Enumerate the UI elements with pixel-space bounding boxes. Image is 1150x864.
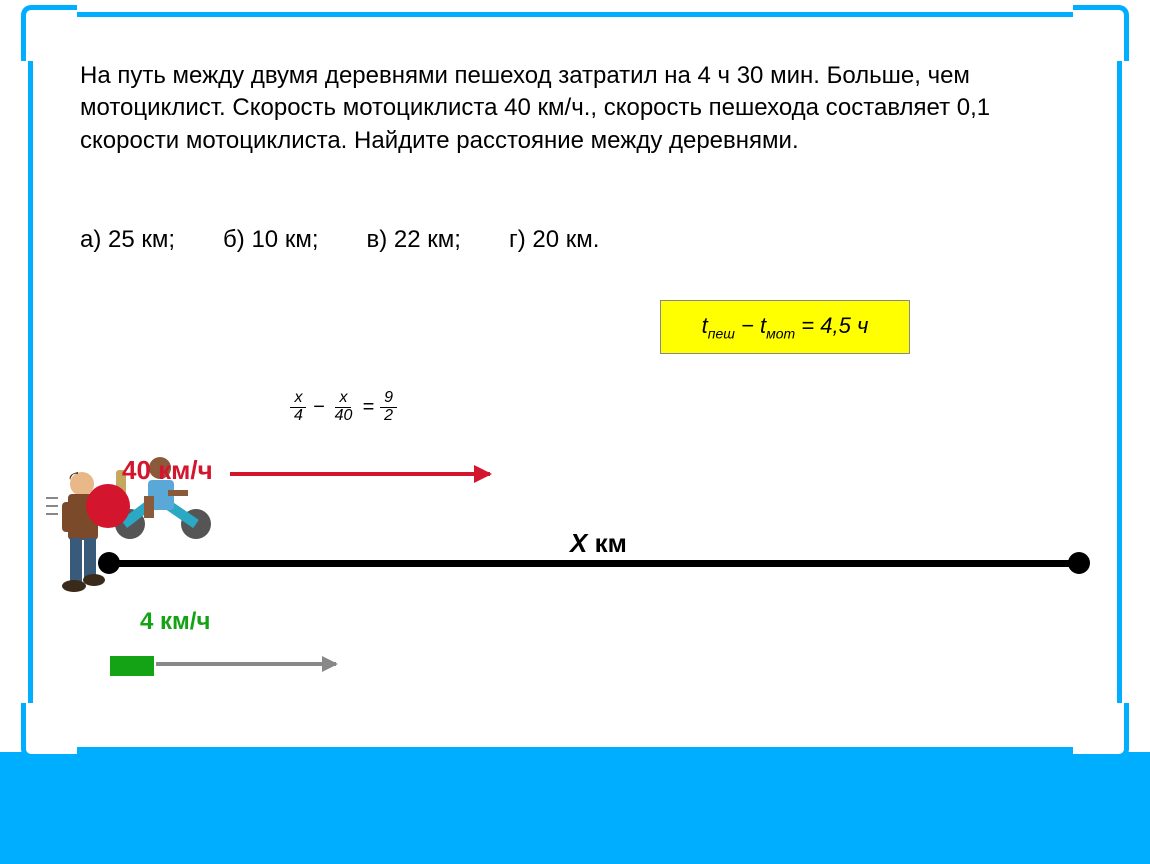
problem-text: На путь между двумя деревнями пешеход за…	[80, 60, 1080, 157]
distance-label: X км	[570, 528, 627, 559]
corner-decor	[1073, 703, 1129, 759]
ped-arrow	[156, 662, 336, 666]
eq-value: = 4,5 ч	[801, 313, 868, 338]
corner-decor	[1073, 5, 1129, 61]
corner-decor	[21, 703, 77, 759]
red-marker	[86, 484, 130, 528]
ped-speed-label: 4 км/ч	[140, 608, 210, 636]
ped-marker	[110, 656, 154, 676]
option-b: б) 10 км;	[223, 226, 318, 254]
sub-moto: мот	[766, 325, 795, 341]
option-d: г) 20 км.	[509, 226, 599, 254]
village-end	[1068, 552, 1090, 574]
answer-options: а) 25 км; б) 10 км; в) 22 км; г) 20 км.	[80, 226, 599, 254]
minus-sign: −	[741, 313, 760, 338]
moto-arrow	[230, 472, 490, 476]
frac3-den: 2	[380, 408, 397, 425]
village-start	[98, 552, 120, 574]
fraction-1: x 4	[290, 390, 307, 425]
x-var: X	[570, 528, 587, 558]
frac3-num: 9	[380, 390, 397, 408]
frac2-den: 40	[331, 408, 357, 425]
moto-speed-label: 40 км/ч	[122, 455, 213, 486]
op-minus: −	[313, 396, 325, 419]
fraction-3: 9 2	[380, 390, 397, 425]
x-unit: км	[587, 528, 626, 558]
equation: x 4 − x 40 = 9 2	[290, 390, 397, 425]
fraction-2: x 40	[331, 390, 357, 425]
sub-ped: пеш	[708, 325, 735, 341]
frac1-den: 4	[290, 408, 307, 425]
option-a: а) 25 км;	[80, 226, 175, 254]
time-formula: tпеш − tмот = 4,5 ч	[660, 300, 910, 354]
diagram-scene: 40 км/ч X км 4 км/ч	[40, 430, 1100, 690]
op-equals: =	[362, 396, 374, 419]
corner-decor	[21, 5, 77, 61]
option-c: в) 22 км;	[366, 226, 460, 254]
frac1-num: x	[290, 390, 306, 408]
frac2-num: x	[335, 390, 351, 408]
path-line	[108, 560, 1078, 567]
bottom-bar	[0, 752, 1150, 864]
